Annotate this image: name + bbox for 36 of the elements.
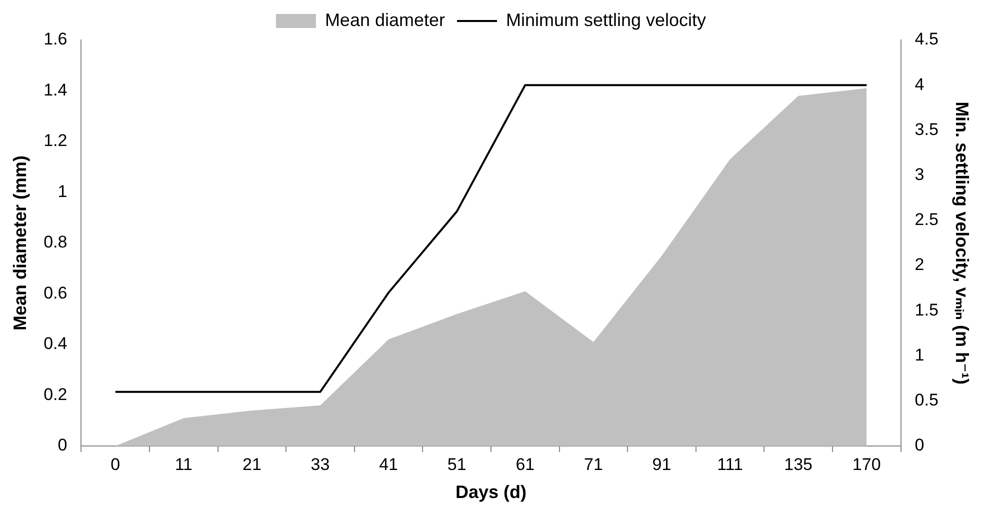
x-tick-label: 11 (174, 454, 192, 474)
y2-tick-label: 4.5 (914, 30, 938, 49)
y-tick-label: 1.4 (44, 80, 68, 100)
x-tick-label: 0 (110, 454, 120, 474)
x-tick-label: 170 (852, 454, 881, 474)
y-tick-label: 0.6 (44, 283, 68, 302)
y2-tick-label: 4 (914, 74, 924, 94)
y-tick-label: 1 (58, 182, 68, 201)
y-axis-title: Mean diameter (mm) (10, 155, 30, 331)
y2-axis-title: Min. settling velocity, vₘᵢₙ (m h⁻¹) (952, 102, 972, 384)
y-tick-label: 0.8 (44, 232, 68, 252)
x-tick-label: 51 (447, 454, 466, 474)
x-tick-label: 21 (242, 454, 262, 474)
x-tick-label: 71 (584, 454, 603, 474)
x-axis-title: Days (d) (455, 482, 527, 502)
y2-tick-label: 3 (914, 165, 924, 184)
x-tick-label: 135 (784, 454, 813, 474)
x-tick-label: 61 (516, 454, 535, 474)
x-tick-label: 41 (379, 454, 398, 474)
legend-label: Mean diameter (324, 10, 446, 30)
y2-tick-label: 0 (914, 436, 924, 455)
x-tick-label: 33 (310, 454, 330, 474)
x-tick-label: 91 (652, 454, 672, 474)
y2-tick-label: 1.5 (914, 300, 938, 320)
legend-label: Minimum settling velocity (506, 10, 706, 30)
y-tick-label: 0.2 (44, 384, 68, 404)
y2-tick-label: 0.5 (914, 390, 938, 410)
y-tick-label: 0.4 (44, 334, 68, 354)
y-tick-label: 1.2 (44, 131, 68, 150)
y-tick-label: 1.6 (44, 30, 68, 49)
y-tick-label: 0 (58, 436, 68, 455)
y2-tick-label: 1 (914, 345, 924, 364)
x-tick-label: 111 (717, 454, 743, 474)
y2-tick-label: 2 (914, 255, 924, 274)
y2-tick-label: 2.5 (914, 210, 938, 230)
y2-tick-label: 3.5 (914, 120, 938, 139)
